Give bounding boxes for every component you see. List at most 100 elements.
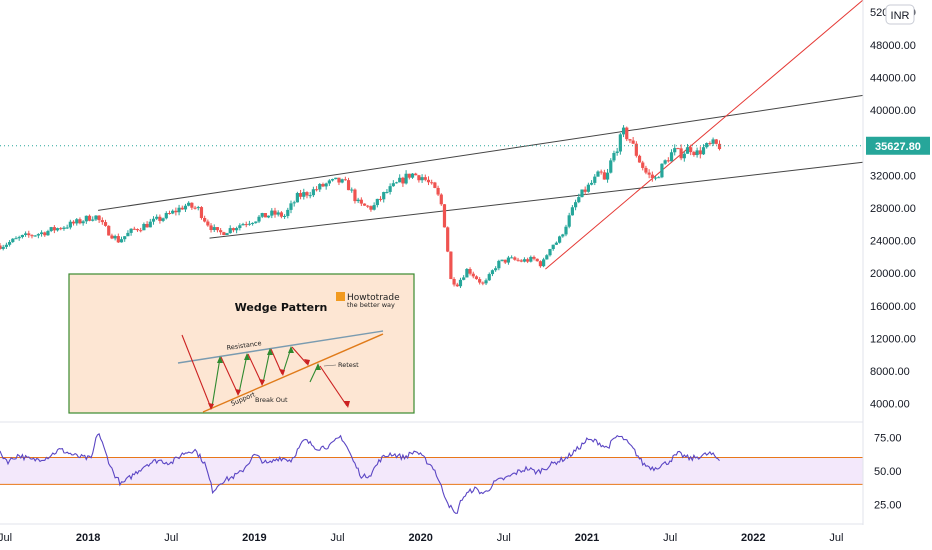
- candle-body: [573, 202, 578, 208]
- candle-body: [14, 238, 18, 240]
- rsi-tick-label: 25.00: [874, 500, 902, 512]
- candle-body: [679, 148, 683, 159]
- inset-down-swings: [181, 334, 348, 409]
- candle-body: [564, 226, 568, 235]
- rsi-tick-label: 75.00: [874, 432, 902, 444]
- candle-body: [292, 202, 296, 204]
- time-tick-label: 2019: [242, 532, 266, 544]
- candle-body: [583, 189, 587, 192]
- candle-body: [394, 182, 399, 184]
- time-tick-label: 2020: [408, 532, 432, 544]
- candle-body: [298, 193, 303, 197]
- candle-body: [334, 177, 338, 180]
- candle-body: [123, 236, 127, 240]
- candle-body: [356, 199, 360, 202]
- candle-body: [558, 236, 562, 243]
- candle-body: [458, 279, 463, 287]
- candle-body: [580, 189, 584, 198]
- candle-body: [39, 232, 44, 235]
- candle-body: [698, 150, 702, 155]
- candle-body: [673, 148, 677, 153]
- candle-body: [375, 198, 379, 206]
- candle-body: [270, 210, 274, 216]
- candle-body: [653, 177, 658, 179]
- candle-body: [33, 235, 37, 237]
- candle-body: [484, 280, 488, 284]
- candle-body: [305, 192, 309, 196]
- candle-body: [244, 224, 248, 226]
- candle-body: [596, 171, 600, 177]
- candle-body: [129, 228, 133, 233]
- candle-body: [132, 228, 136, 230]
- candle-body: [199, 207, 204, 218]
- candle-body: [164, 213, 168, 219]
- currency-badge[interactable]: INR: [885, 4, 915, 25]
- candle-body: [27, 233, 31, 236]
- candle-body: [20, 234, 24, 238]
- candles-layer: [0, 125, 722, 289]
- candle-body: [279, 212, 283, 217]
- candle-body: [436, 187, 440, 195]
- candle-body: [212, 227, 216, 231]
- candle-body: [689, 147, 693, 153]
- rsi-band-fill: [0, 457, 863, 485]
- candle-body: [151, 218, 156, 222]
- candle-body: [695, 150, 699, 156]
- candle-body: [634, 143, 638, 156]
- candle-body: [586, 184, 590, 192]
- candle-body: [228, 228, 232, 234]
- candle-body: [433, 182, 437, 188]
- candle-body: [481, 282, 485, 284]
- candle-body: [708, 143, 712, 145]
- candle-body: [65, 227, 69, 229]
- candle-body: [593, 176, 597, 183]
- candle-body: [692, 152, 696, 156]
- candle-body: [618, 134, 622, 152]
- candle-body: [155, 216, 159, 219]
- candle-body: [442, 204, 447, 228]
- candle-body: [343, 179, 347, 181]
- inset-frame: [68, 273, 415, 414]
- candle-body: [81, 221, 85, 224]
- candle-body: [126, 232, 130, 237]
- candle-body: [465, 269, 469, 278]
- candle-body: [314, 189, 319, 191]
- candle-body: [206, 221, 210, 226]
- candle-body: [382, 192, 386, 200]
- candle-body: [663, 160, 667, 164]
- howtotrade-logo-text: Howtotrade: [347, 293, 400, 303]
- price-tick-label: 32000.00: [870, 170, 916, 182]
- candle-body: [174, 210, 178, 213]
- candle-body: [446, 227, 450, 252]
- candle-body: [87, 215, 92, 221]
- howtotrade-logo-mark: [336, 292, 345, 301]
- candle-body: [423, 177, 427, 180]
- candle-body: [59, 228, 63, 230]
- trendline-channel-lower: [209, 161, 864, 239]
- candle-body: [0, 245, 2, 249]
- candle-body: [660, 163, 664, 178]
- candle-body: [542, 259, 546, 267]
- candle-body: [43, 232, 47, 236]
- candle-body: [180, 207, 184, 210]
- candle-body: [570, 207, 574, 216]
- candle-body: [602, 172, 606, 180]
- candle-body: [615, 151, 619, 154]
- candle-body: [203, 217, 207, 222]
- candle-body: [62, 227, 66, 229]
- candle-body: [209, 225, 213, 231]
- candle-body: [599, 171, 603, 173]
- last-price-layer: 35627.80: [0, 136, 930, 155]
- candle-body: [52, 227, 56, 231]
- candle-body: [215, 227, 220, 231]
- candle-body: [247, 223, 252, 225]
- candle-body: [4, 244, 8, 247]
- candle-body: [625, 127, 629, 140]
- currency-label: INR: [891, 10, 910, 22]
- candle-body: [71, 221, 76, 224]
- candle-body: [158, 216, 162, 221]
- candle-body: [49, 227, 53, 232]
- candle-body: [193, 207, 197, 209]
- candle-body: [222, 232, 226, 235]
